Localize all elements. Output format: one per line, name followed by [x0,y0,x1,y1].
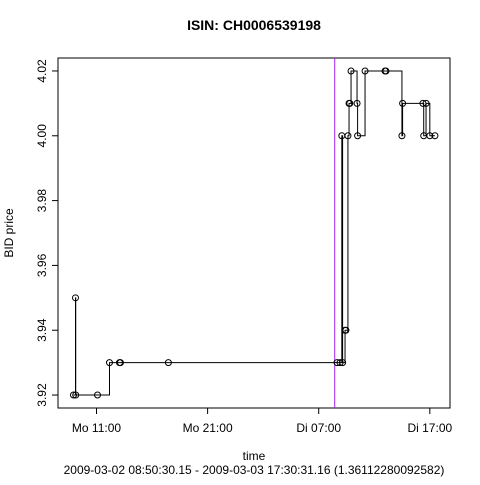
subtitle: 2009-03-02 08:50:30.15 - 2009-03-03 17:3… [64,463,445,477]
point [426,132,434,140]
point [398,132,406,140]
y-tick-label: 3.94 [35,318,49,342]
point [105,359,113,367]
point [93,391,101,399]
point [71,294,79,302]
x-tick-label: Mo 21:00 [183,421,233,435]
point [72,391,80,399]
point [361,67,369,75]
point [347,67,355,75]
x-tick-label: Di 17:00 [407,421,452,435]
y-tick-label: 3.98 [35,189,49,213]
y-tick-label: 4.00 [35,124,49,148]
point [116,359,124,367]
point [419,99,427,107]
point [382,67,390,75]
point [339,359,347,367]
point [353,99,361,107]
point [69,391,77,399]
point [399,99,407,107]
point [354,132,362,140]
x-tick-label: Mo 11:00 [72,421,121,435]
step-line [73,70,435,396]
y-tick-label: 3.92 [35,383,49,407]
point [344,132,352,140]
point [342,326,350,334]
chart-title: ISIN: CH0006539198 [187,17,321,33]
plot-box [57,57,451,409]
point [164,359,172,367]
x-axis-label: time [243,449,266,463]
point [422,99,430,107]
y-tick-label: 4.02 [35,59,49,83]
point [346,99,354,107]
y-tick-label: 3.96 [35,253,49,277]
y-axis-label: BID price [2,208,16,258]
point [431,132,439,140]
point [336,359,344,367]
x-tick-label: Di 07:00 [296,421,341,435]
